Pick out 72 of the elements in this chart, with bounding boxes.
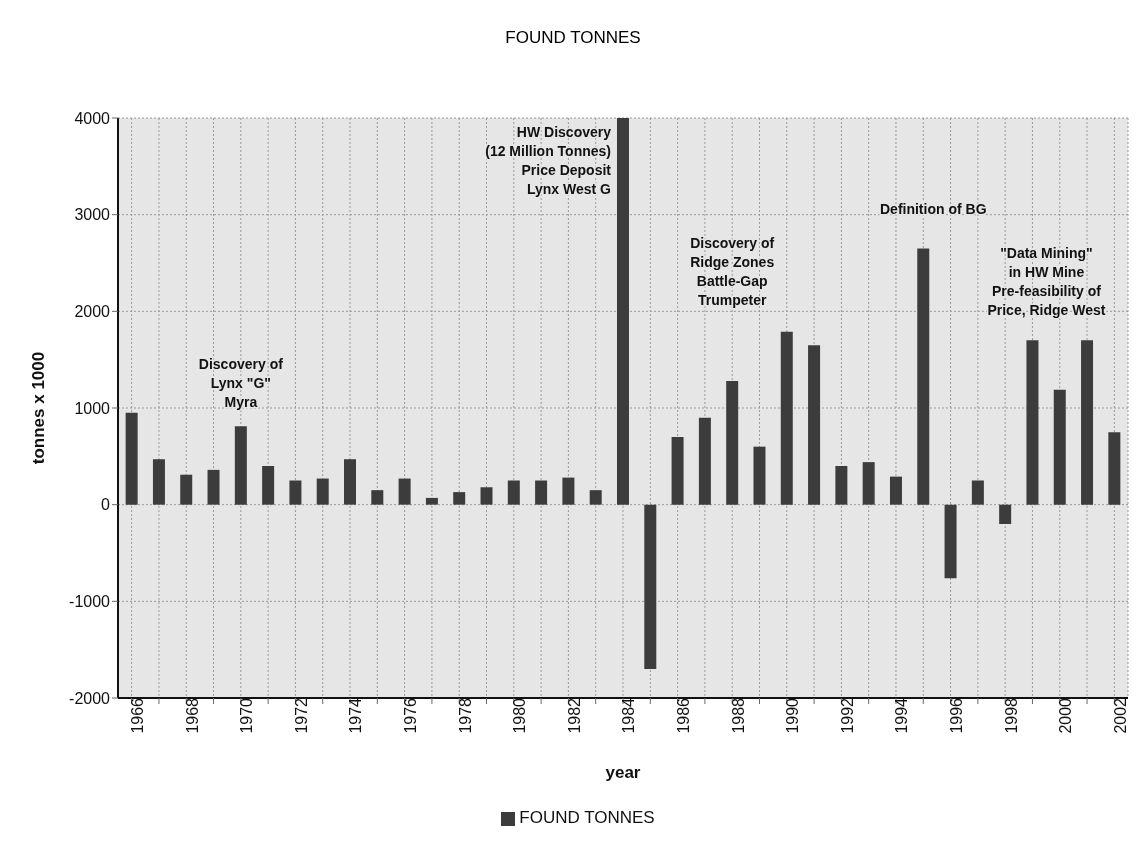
x-axis-title: year	[605, 763, 641, 782]
x-tick-label: 1994	[893, 697, 911, 734]
bar	[644, 504, 657, 669]
y-tick-label: 3000	[74, 206, 111, 224]
bar	[344, 459, 357, 505]
x-tick-label: 2000	[1057, 697, 1075, 734]
bar	[371, 490, 384, 505]
x-tick-label: 1968	[183, 697, 201, 734]
x-tick-label: 1980	[511, 697, 529, 734]
bar	[1053, 389, 1066, 505]
x-tick-label: 1966	[129, 697, 147, 734]
y-tick-label: 0	[101, 496, 111, 514]
bar	[671, 437, 684, 505]
bar	[398, 478, 411, 505]
y-tick-label: 1000	[74, 399, 111, 417]
x-tick-label: 1970	[238, 697, 256, 734]
bar	[862, 462, 875, 505]
bar	[507, 480, 520, 505]
x-tick-label: 1984	[620, 697, 638, 734]
bar	[999, 504, 1012, 524]
bar	[835, 466, 848, 505]
bar	[1108, 432, 1121, 505]
bar	[917, 248, 930, 505]
bar	[1026, 340, 1039, 505]
bar	[726, 380, 739, 505]
x-tick-label: 1982	[565, 697, 583, 734]
x-tick-label: 1986	[674, 697, 692, 734]
y-tick-label: -2000	[69, 689, 111, 707]
bar	[207, 469, 220, 505]
bar	[180, 474, 193, 505]
bar	[753, 446, 766, 505]
bar	[234, 426, 247, 505]
bar	[453, 492, 466, 505]
x-tick-label: 1988	[729, 697, 747, 734]
bar	[125, 412, 138, 505]
bar	[152, 459, 165, 505]
x-tick-label: 1974	[347, 697, 365, 734]
x-tick-label: 1976	[401, 697, 419, 734]
bar	[616, 118, 629, 505]
x-tick-label: 1990	[784, 697, 802, 734]
y-tick-label: 4000	[74, 109, 111, 127]
bar	[780, 331, 793, 505]
annotation: "Data Mining" in HW Mine Pre-feasibility of Price, Ridge West	[987, 244, 1106, 318]
y-axis-title: tonnes x 1000	[29, 351, 49, 465]
bar	[535, 480, 548, 505]
x-tick-label: 1978	[456, 697, 474, 734]
legend-label: FOUND TONNES	[519, 808, 655, 827]
x-tick-label: 1992	[838, 697, 856, 734]
y-tick-label: 2000	[74, 303, 111, 321]
annotation: Discovery of Ridge Zones Battle-Gap Trumpeter	[690, 235, 775, 308]
bar	[589, 490, 602, 505]
bar	[971, 480, 984, 505]
bar	[808, 345, 821, 505]
bar	[889, 476, 902, 505]
chart-title: FOUND TONNES	[504, 27, 642, 49]
annotation: HW Discovery (12 Million Tonnes) Price Deposit Lynx West G	[485, 123, 612, 197]
annotation: Discovery of Lynx "G" Myra	[198, 355, 284, 410]
bar	[262, 466, 275, 505]
bar	[316, 478, 329, 505]
bar	[1081, 340, 1094, 505]
bar	[480, 487, 493, 505]
annotation: Definition of BG	[880, 201, 987, 218]
x-tick-label: 1996	[947, 697, 965, 734]
x-tick-label: 1998	[1002, 697, 1020, 734]
bar	[698, 417, 711, 505]
bar	[944, 504, 957, 579]
bar	[425, 497, 438, 505]
bar	[289, 480, 302, 505]
x-tick-label: 2002	[1111, 697, 1129, 734]
y-tick-label: -1000	[69, 593, 111, 611]
x-tick-label: 1972	[292, 697, 310, 734]
bar	[562, 477, 575, 505]
